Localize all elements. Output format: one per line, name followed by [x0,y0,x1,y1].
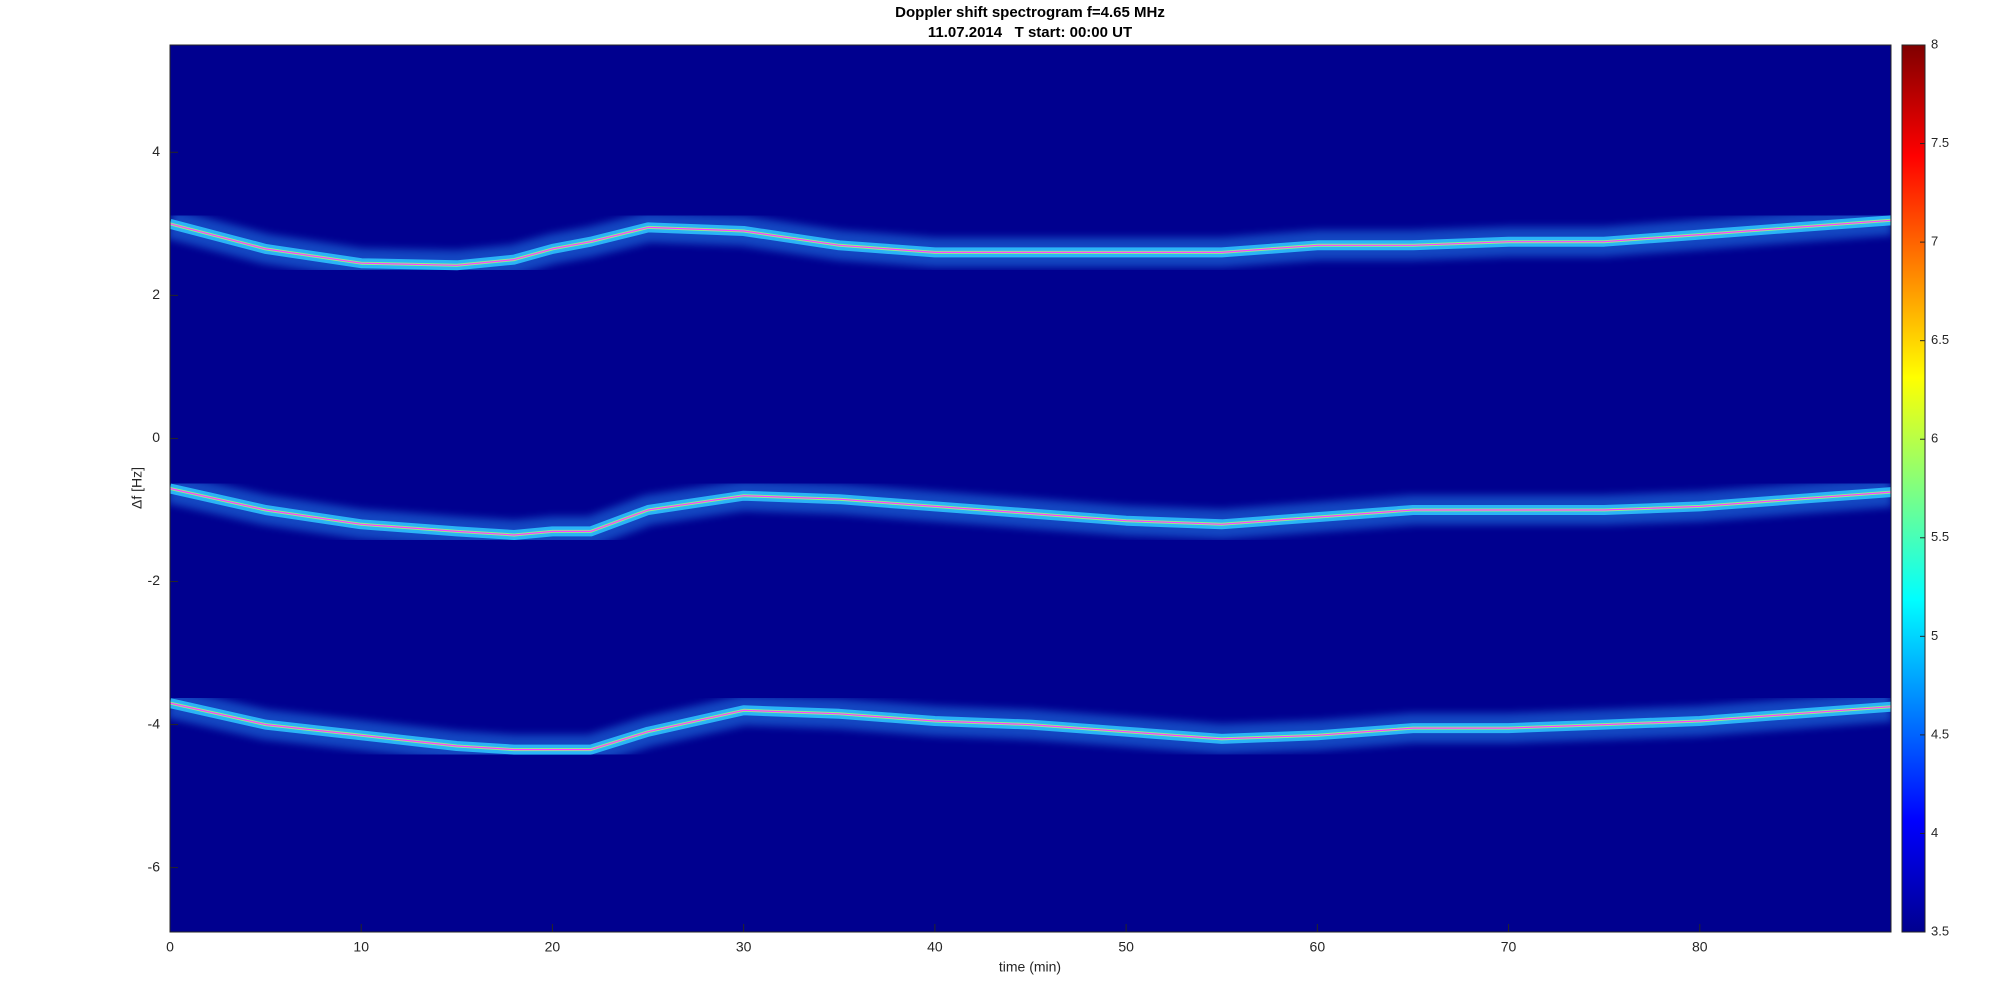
x-tick-label: 50 [1118,939,1134,955]
x-tick-label: 10 [353,939,369,955]
colorbar-tick-label: 8 [1931,36,1938,51]
colorbar-tick-label: 7.5 [1931,135,1949,150]
colorbar-tick-label: 4 [1931,825,1938,840]
trace-fit [170,219,1891,266]
x-tick-label: 70 [1501,939,1517,955]
x-tick-label: 0 [166,939,174,955]
trace-fit [170,702,1891,751]
traces [170,205,1891,765]
x-tick-label: 20 [545,939,561,955]
chart-subtitle: 11.07.2014 T start: 00:00 UT [928,24,1132,41]
y-tick-label: 2 [152,286,160,302]
y-tick-label: 4 [152,143,160,159]
colorbar-tick-label: 6.5 [1931,332,1949,347]
trace-fit [170,487,1891,536]
colorbar-tick-label: 5 [1931,628,1938,643]
x-tick-label: 80 [1692,939,1708,955]
y-tick-label: -4 [148,715,161,731]
colorbar-tick-label: 3.5 [1931,923,1949,938]
y-tick-label: 0 [152,429,160,445]
plot-frame [169,44,1892,933]
colorbar-tick-label: 6 [1931,431,1938,446]
x-axis-label: time (min) [999,959,1061,975]
x-tick-label: 60 [1310,939,1326,955]
y-tick-label: -6 [148,858,161,874]
colorbar-tick-label: 4.5 [1931,726,1949,741]
x-tick-label: 30 [736,939,752,955]
colorbar [1901,44,1926,933]
plot-background [170,45,1891,932]
y-tick-label: -2 [148,572,161,588]
colorbar-tick-label: 5.5 [1931,529,1949,544]
colorbar-tick-label: 7 [1931,234,1938,249]
chart-title: Doppler shift spectrogram f=4.65 MHz [895,4,1165,21]
y-axis-label: Δf [Hz] [129,467,145,509]
x-tick-label: 40 [927,939,943,955]
